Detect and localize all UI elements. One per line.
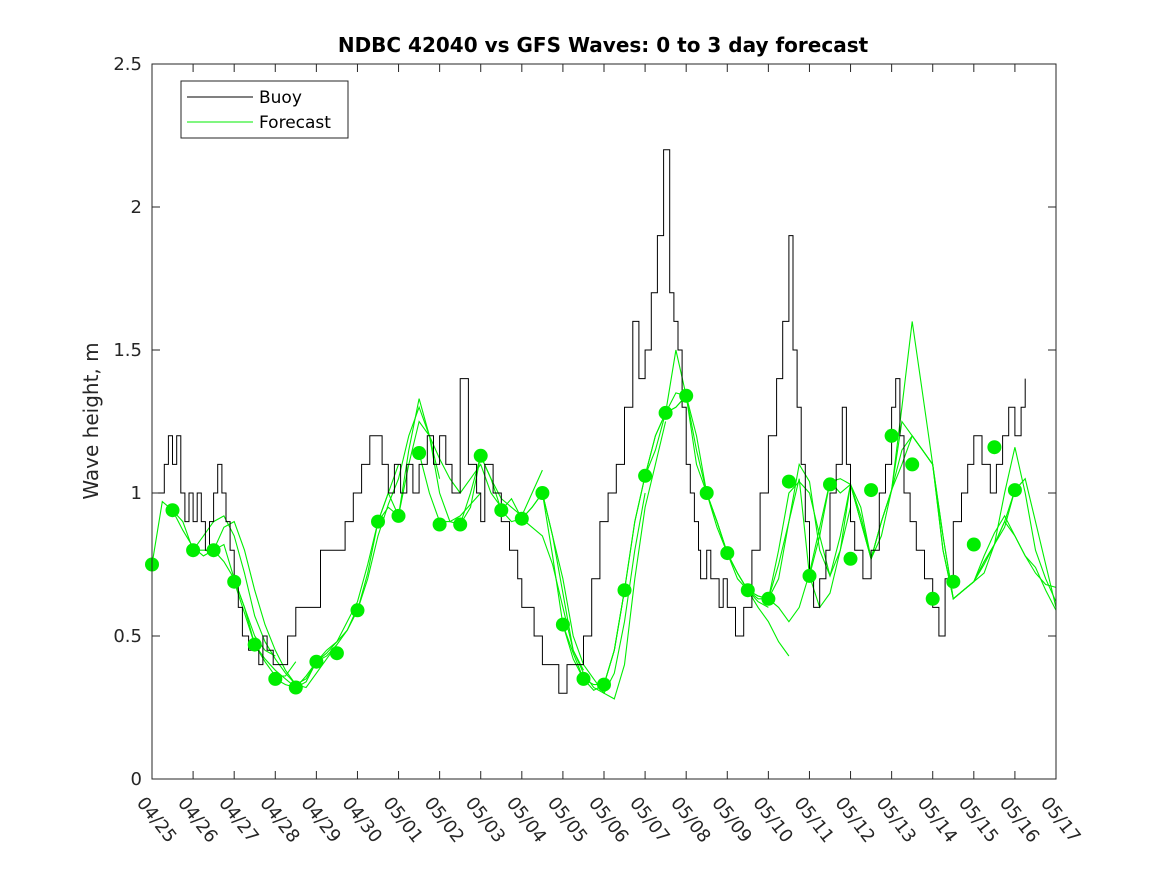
forecast-marker — [823, 477, 837, 492]
y-axis-label: Wave height, m — [79, 342, 103, 499]
forecast-marker — [884, 428, 899, 443]
forecast-marker — [658, 405, 673, 420]
forecast-marker — [453, 517, 468, 532]
forecast-marker — [761, 591, 776, 606]
forecast-marker — [350, 603, 365, 618]
forecast-marker — [329, 646, 344, 661]
forecast-marker — [781, 474, 796, 489]
buoy-line-group — [158, 149, 1026, 694]
y-tick-label: 1 — [131, 483, 142, 504]
y-tick-label: 2 — [131, 197, 142, 218]
forecast-marker — [925, 591, 940, 606]
y-tick-label: 2.5 — [113, 54, 142, 75]
buoy-line — [158, 149, 1026, 694]
y-tick-label: 1.5 — [113, 340, 142, 361]
forecast-marker — [391, 508, 406, 523]
chart-title: NDBC 42040 vs GFS Waves: 0 to 3 day fore… — [338, 33, 869, 57]
forecast-line — [213, 520, 338, 689]
forecast-marker — [597, 677, 611, 692]
forecast-marker — [247, 637, 262, 652]
forecast-markers — [145, 388, 1022, 695]
forecast-line — [993, 447, 1057, 602]
forecast-marker — [494, 503, 509, 518]
forecast-marker — [966, 537, 981, 552]
forecast-marker — [288, 680, 303, 695]
forecast-marker — [165, 503, 180, 518]
forecast-marker — [679, 388, 694, 403]
legend-box — [180, 80, 349, 139]
forecast-marker — [309, 654, 324, 669]
forecast-marker — [535, 486, 550, 500]
forecast-marker — [268, 671, 283, 686]
legend-buoy-label: Buoy — [259, 88, 302, 108]
forecast-marker — [720, 546, 735, 561]
forecast-marker — [699, 486, 714, 500]
forecast-marker — [987, 440, 1002, 455]
forecast-marker — [740, 583, 755, 598]
forecast-marker — [576, 671, 591, 686]
y-tick-label: 0 — [131, 769, 142, 790]
y-tick-labels: 0 0.5 1 1.5 2 2.5 — [113, 54, 142, 790]
forecast-marker — [412, 446, 427, 460]
plot-frame — [151, 63, 1057, 780]
legend-forecast-label: Forecast — [259, 113, 331, 133]
forecast-line — [952, 520, 1057, 611]
forecast-marker — [905, 457, 920, 472]
forecast-marker — [802, 568, 817, 583]
forecast-marker — [638, 468, 653, 483]
forecast-marker — [617, 583, 632, 598]
forecast-marker — [206, 543, 221, 558]
forecast-marker — [473, 448, 488, 463]
forecast-line — [541, 421, 667, 700]
forecast-marker — [555, 617, 570, 632]
forecast-line — [316, 405, 441, 663]
forecast-marker — [227, 574, 242, 589]
forecast-marker — [1007, 483, 1022, 498]
legend: Buoy Forecast — [180, 80, 349, 139]
forecast-marker — [843, 551, 858, 566]
forecast-marker — [371, 514, 385, 529]
forecast-marker — [186, 543, 201, 558]
forecast-marker — [946, 574, 961, 589]
y-tick-label: 0.5 — [113, 626, 142, 647]
forecast-marker — [514, 511, 529, 526]
forecast-marker — [432, 517, 447, 532]
forecast-marker — [864, 483, 879, 498]
